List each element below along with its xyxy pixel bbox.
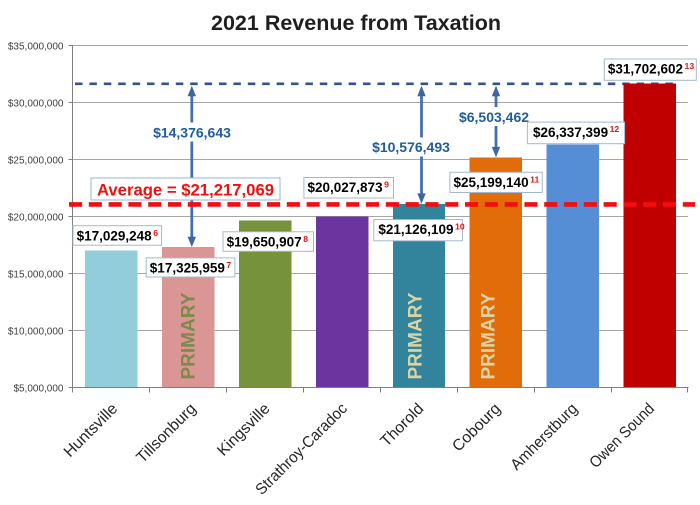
svg-text:7: 7	[226, 260, 231, 270]
svg-text:$20,000,000: $20,000,000	[8, 212, 64, 223]
svg-text:$31,702,602: $31,702,602	[608, 62, 683, 77]
svg-text:PRIMARY: PRIMARY	[179, 292, 200, 379]
svg-text:$25,199,140: $25,199,140	[454, 175, 529, 190]
svg-text:6: 6	[153, 228, 158, 238]
svg-text:$19,650,907: $19,650,907	[227, 235, 302, 250]
svg-text:$20,027,873: $20,027,873	[308, 180, 384, 195]
svg-text:8: 8	[303, 234, 308, 244]
svg-text:$14,376,643: $14,376,643	[153, 124, 231, 140]
svg-text:11: 11	[530, 174, 539, 184]
svg-text:PRIMARY: PRIMARY	[479, 292, 500, 379]
svg-text:$25,000,000: $25,000,000	[8, 155, 64, 166]
svg-text:$17,029,248: $17,029,248	[77, 228, 153, 243]
svg-text:$6,503,462: $6,503,462	[459, 109, 529, 125]
svg-text:9: 9	[384, 180, 389, 190]
svg-text:$5,000,000: $5,000,000	[13, 383, 63, 394]
svg-text:$15,000,000: $15,000,000	[8, 269, 64, 280]
svg-text:$35,000,000: $35,000,000	[8, 41, 64, 52]
svg-text:$21,126,109: $21,126,109	[378, 222, 453, 237]
svg-text:$10,576,493: $10,576,493	[372, 139, 450, 155]
svg-text:$17,325,959: $17,325,959	[150, 261, 225, 276]
svg-text:$30,000,000: $30,000,000	[8, 98, 64, 109]
svg-text:$10,000,000: $10,000,000	[8, 326, 64, 337]
svg-text:Average = $21,217,069: Average = $21,217,069	[97, 181, 274, 200]
svg-text:13: 13	[685, 61, 695, 71]
svg-text:12: 12	[610, 124, 620, 134]
svg-text:$26,337,399: $26,337,399	[533, 125, 608, 140]
svg-text:10: 10	[455, 222, 465, 232]
svg-text:2021 Revenue from Taxation: 2021 Revenue from Taxation	[211, 11, 501, 35]
svg-text:PRIMARY: PRIMARY	[405, 292, 426, 379]
